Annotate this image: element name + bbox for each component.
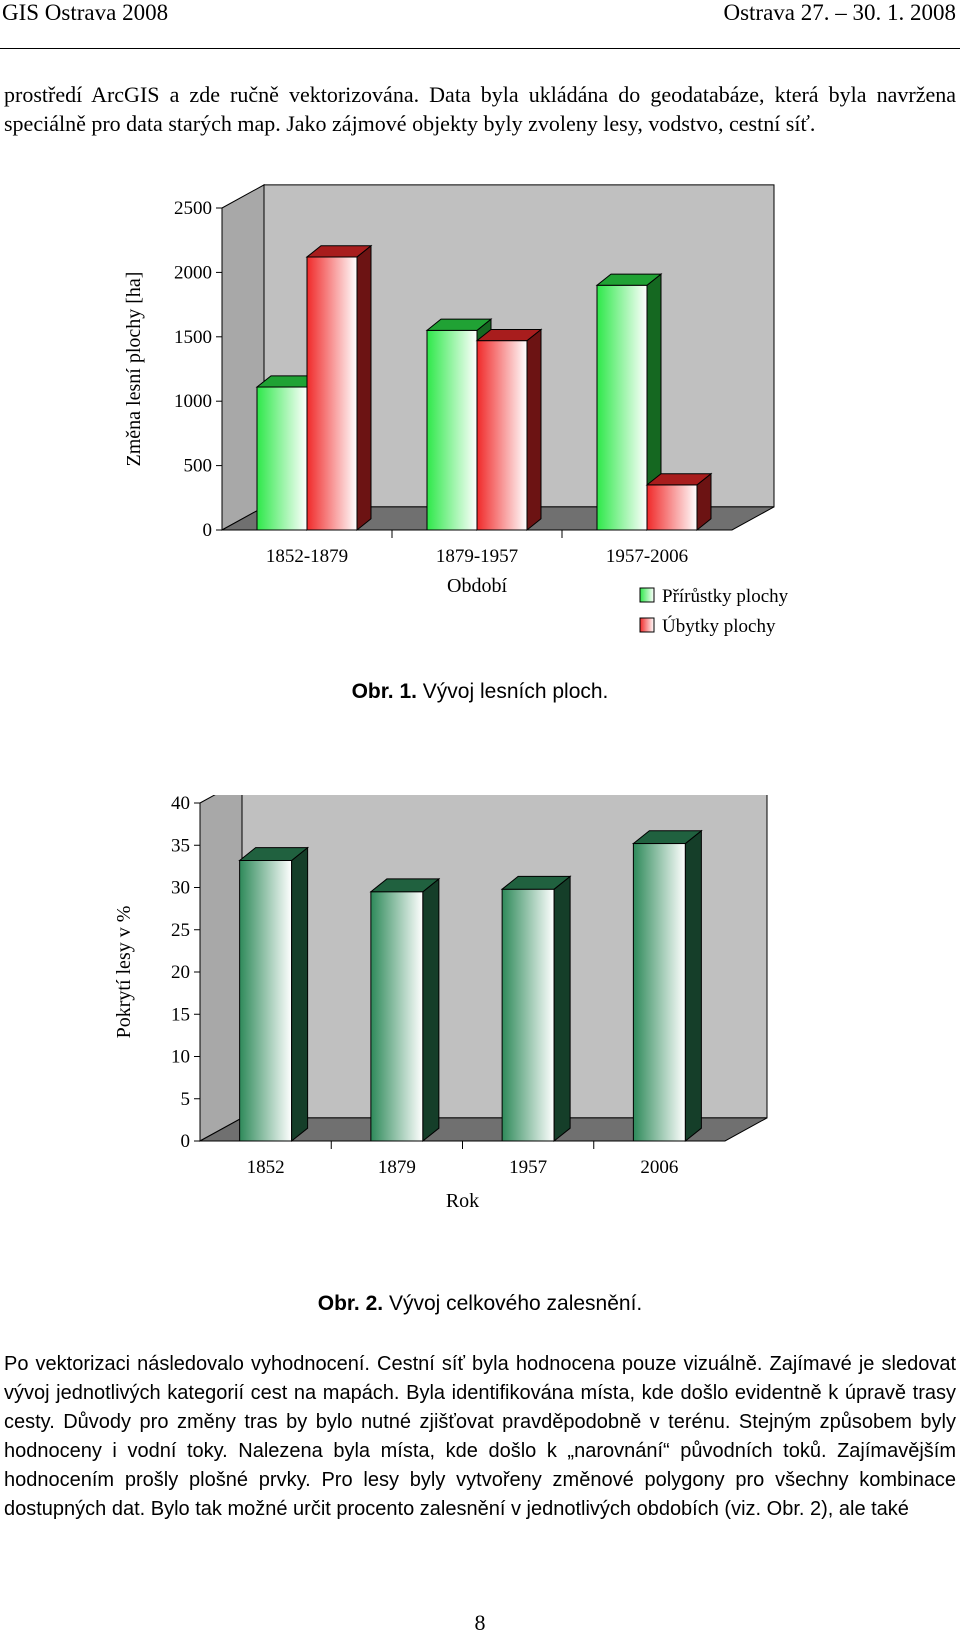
bar [595,273,663,532]
bar-side [526,328,542,532]
bar [369,877,441,1143]
figure1-caption-num: Obr. 1. [351,680,417,703]
x-axis-title: Rok [446,1190,479,1212]
page-number: 8 [474,1610,486,1635]
x-tick-label: 1852-1879 [266,546,348,567]
bar-side [422,877,440,1143]
y-tick-label: 30 [171,878,190,899]
y-tick-label: 20 [171,962,190,983]
bar-top [369,878,441,893]
bar-front [306,256,358,531]
bar-front [646,484,698,531]
header-rule [0,48,960,49]
y-tick-label: 0 [181,1131,191,1152]
y-tick-label: 1000 [174,391,212,412]
bar-side [356,244,372,532]
y-tick-label: 1500 [174,327,212,348]
body-paragraph: Po vektorizaci následovalo vyhodnocení. … [4,1353,956,1520]
bar-top [595,273,663,286]
bar-front [426,329,478,531]
x-tick-label: 1879-1957 [436,546,518,567]
legend-swatch [639,617,655,633]
y-tick-label: 2000 [174,262,212,283]
bar [645,472,713,532]
x-tick-label: 2006 [640,1157,678,1178]
bar [475,328,543,532]
bar-front [632,843,686,1142]
x-tick-label: 1852 [247,1157,285,1178]
bar-front [596,284,648,531]
legend-swatch [639,587,655,603]
y-tick-label: 35 [171,835,190,856]
y-tick-label: 2500 [174,198,212,219]
figure2-caption-num: Obr. 2. [317,1292,384,1315]
bar-top [475,328,543,342]
bar-front [256,386,308,531]
y-axis-title: Pokrytí lesy v % [113,906,135,1039]
y-tick-label: 5 [181,1089,191,1110]
side-wall [199,795,243,1142]
bar-front [476,340,528,531]
chart-forest-coverage: 0 5 10 15 20 25 30 35 40 1852 1879 1957 2006 Pokrytí … [113,795,768,1212]
y-tick-label: 15 [171,1004,190,1025]
bar-top [500,875,572,890]
y-tick-label: 25 [171,920,190,941]
figure1-caption: Obr. 1. Vývoj lesních ploch. [0,680,960,704]
bar-top [305,245,373,258]
bar-top [425,318,493,331]
y-tick-label: 500 [184,456,213,477]
legend-entry: Přírůstky plochy [662,586,789,607]
figure2-caption: Obr. 2. Vývoj celkového zalesnění. [0,1292,960,1316]
figure1-caption-text: Vývoj lesních ploch. [422,680,609,703]
bar-top [631,830,703,845]
bar-side [291,846,309,1143]
bar-top [645,473,713,486]
x-tick-label: 1957-2006 [606,546,688,567]
y-tick-label: 10 [171,1047,190,1068]
y-tick-label: 40 [171,795,190,814]
header-right: Ostrava 27. – 30. 1. 2008 [723,0,956,25]
x-tick-label: 1879 [378,1157,416,1178]
chart-forest-area-change: 0 500 1000 1500 2000 2500 1852-1879 1879-1957 19… [123,184,789,637]
bar-side [684,829,702,1143]
bar [238,846,310,1143]
bar-side [553,875,571,1143]
x-axis-title: Období [447,575,507,597]
figure2-caption-text: Vývoj celkového zalesnění. [388,1292,643,1315]
bar [500,875,572,1143]
intro-paragraph: prostředí ArcGIS a zde ručně vektorizová… [4,82,956,136]
bar-top [238,847,310,861]
legend-entry: Úbytky plochy [662,615,776,637]
bar-front [370,891,424,1142]
bar-front [239,859,293,1142]
y-axis-title: Změna lesní plochy [ha] [123,272,145,467]
bar-front [501,888,555,1142]
x-tick-label: 1957 [509,1157,547,1178]
bar [631,829,703,1143]
y-tick-label: 0 [203,520,213,541]
bar [305,244,373,532]
header-left: GIS Ostrava 2008 [2,0,169,25]
running-header: GIS Ostrava 2008 Ostrava 27. – 30. 1. 20… [0,0,960,40]
